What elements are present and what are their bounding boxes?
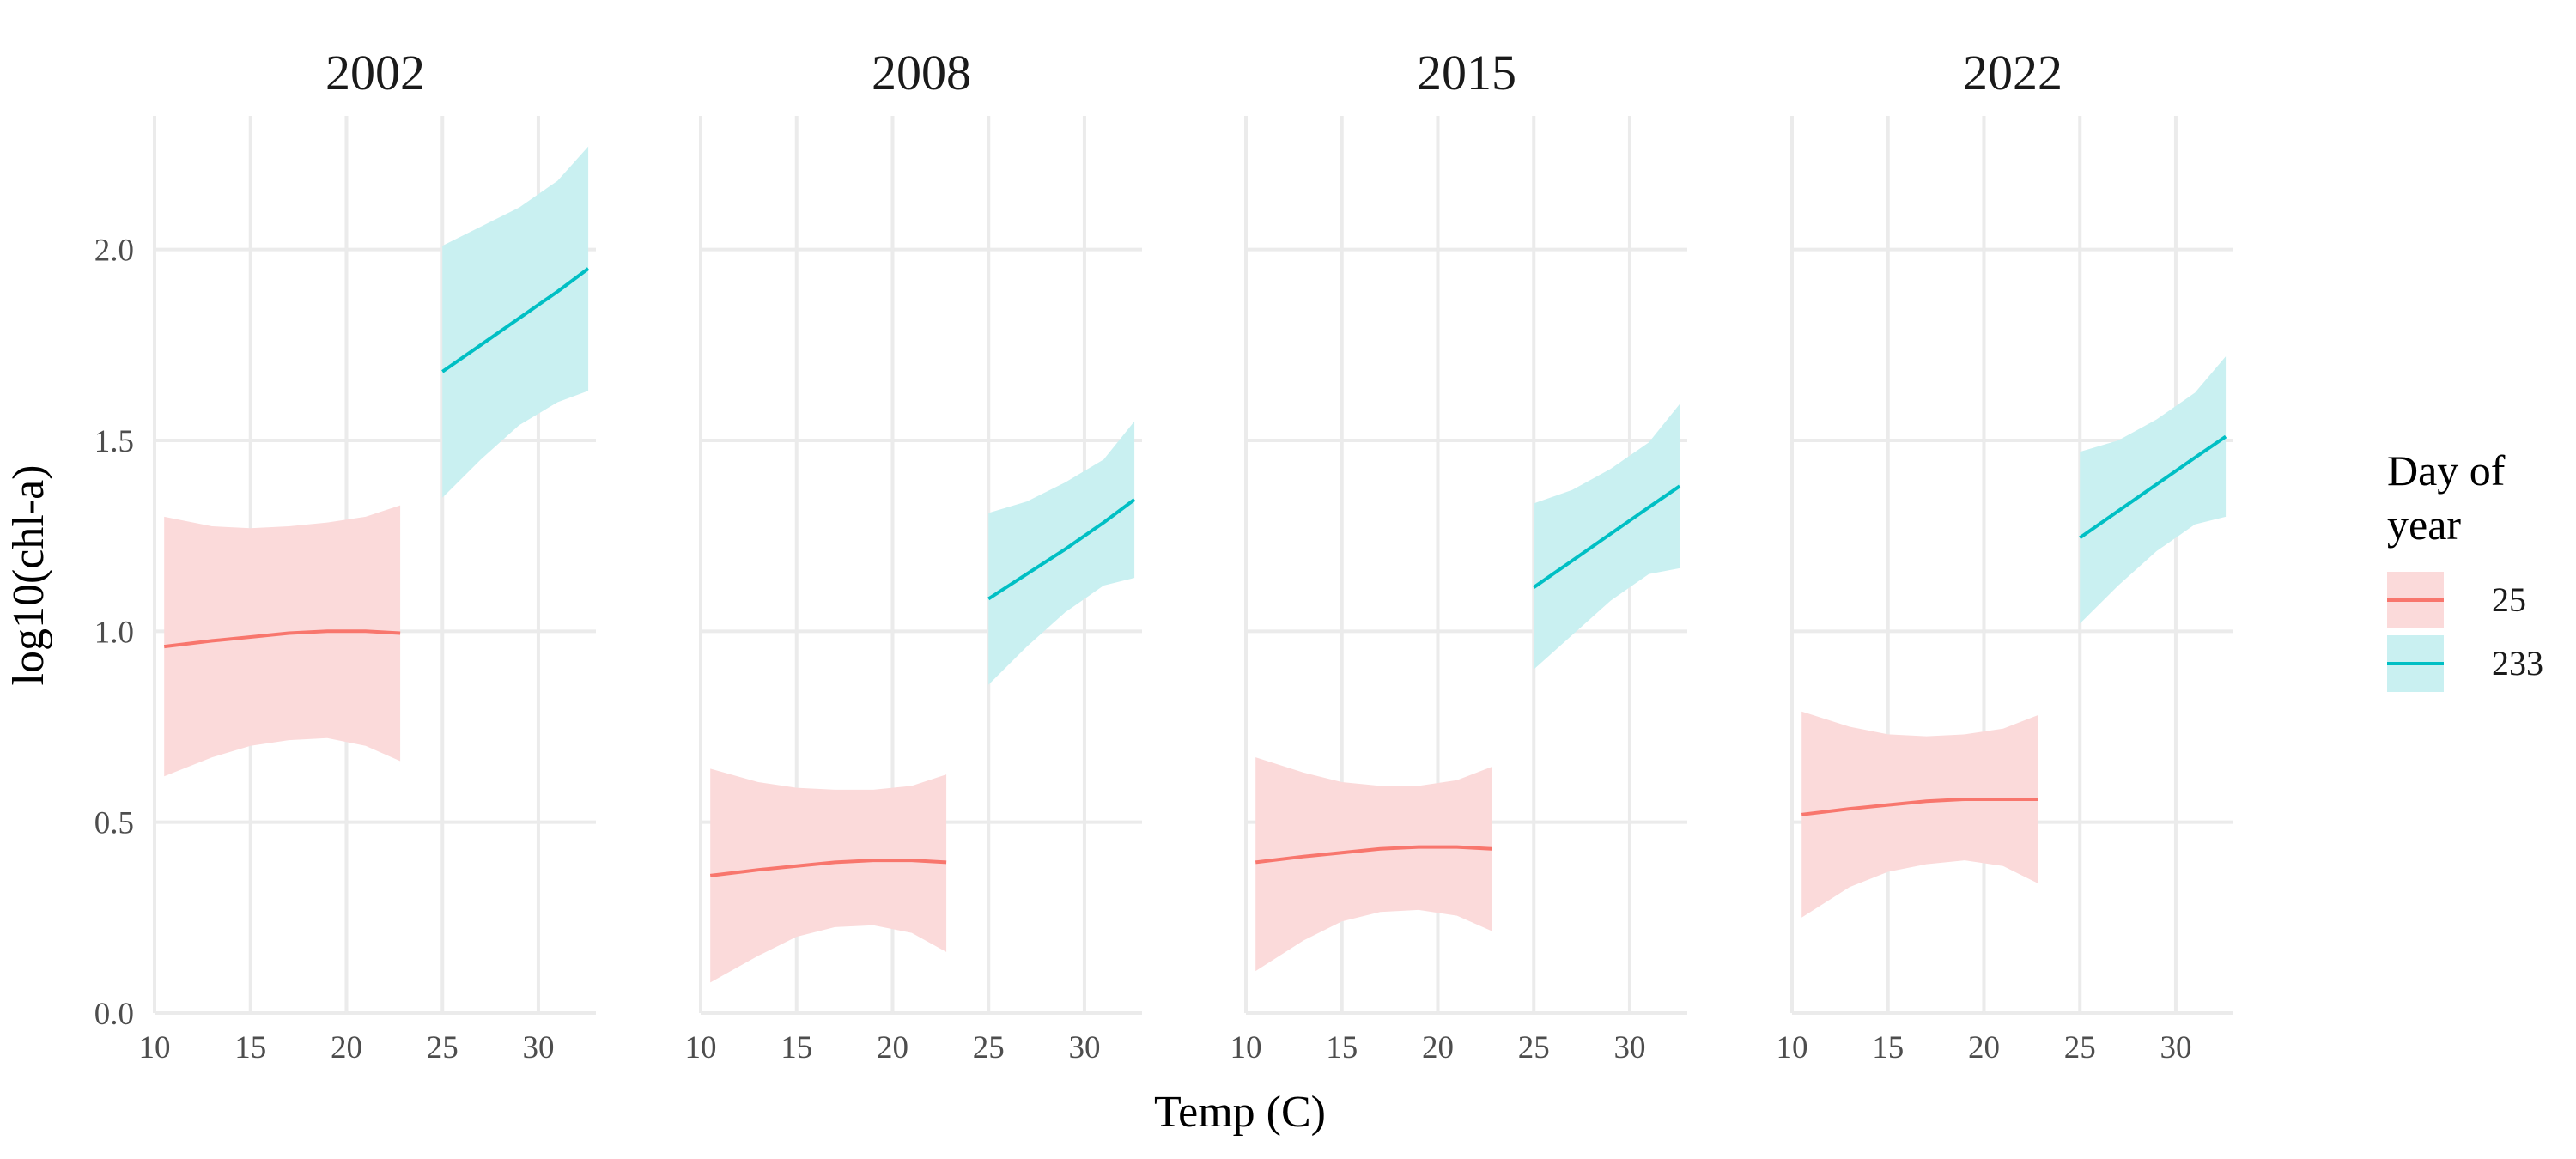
confidence-band-25 [1801, 711, 2038, 918]
series-line-233 [441, 267, 590, 373]
series-line-25 [1255, 845, 1492, 865]
confidence-band-25 [710, 768, 947, 983]
x-tick-label: 25 [1518, 1030, 1550, 1065]
x-tick-label: 30 [522, 1030, 554, 1065]
x-tick-label: 15 [781, 1030, 812, 1065]
x-tick-label: 20 [331, 1030, 362, 1065]
x-tick-label: 30 [1613, 1030, 1645, 1065]
series-line-233 [987, 498, 1136, 601]
confidence-band-233 [2080, 356, 2227, 624]
x-tick-label: 20 [877, 1030, 908, 1065]
facet-panel-2022: 2022 10 15 20 25 30 [1777, 45, 2233, 1065]
series-line-233 [2079, 434, 2227, 540]
legend-keys [2387, 572, 2444, 692]
x-tick-label: 25 [427, 1030, 459, 1065]
facet-label: 2002 [325, 45, 425, 100]
facet-label: 2008 [872, 45, 971, 100]
x-tick-label: 20 [1422, 1030, 1454, 1065]
legend-label-25: 25 [2492, 580, 2526, 619]
facet-panel-2008: 2008 10 15 20 25 30 [685, 45, 1142, 1065]
y-axis-title: log10(chl-a) [4, 464, 53, 685]
y-tick-label: 1.5 [94, 424, 134, 459]
series-line-233 [1533, 484, 1681, 589]
y-axis: 0.0 0.5 1.0 1.5 2.0 [94, 234, 134, 1032]
confidence-band-25 [1255, 757, 1492, 972]
x-tick-label: 25 [973, 1030, 1005, 1065]
legend: Day of year 25 233 [2387, 446, 2543, 692]
x-axis-title: Temp (C) [1154, 1088, 1326, 1137]
series-line-25 [1801, 798, 2038, 816]
confidence-band-25 [164, 505, 401, 777]
x-tick-label: 10 [685, 1030, 717, 1065]
x-tick-label: 30 [2160, 1030, 2191, 1065]
y-tick-label: 1.0 [94, 615, 134, 650]
series-line-25 [709, 859, 947, 877]
facet-panel-2002: 2002 10 15 20 25 30 [139, 45, 596, 1065]
x-tick-label: 25 [2064, 1030, 2096, 1065]
x-tick-label: 10 [1777, 1030, 1808, 1065]
legend-label-233: 233 [2492, 644, 2543, 683]
y-tick-label: 0.0 [94, 997, 134, 1032]
x-tick-label: 30 [1068, 1030, 1100, 1065]
x-tick-label: 15 [1326, 1030, 1358, 1065]
x-tick-label: 15 [234, 1030, 266, 1065]
facet-label: 2022 [1963, 45, 2063, 100]
x-tick-label: 20 [1968, 1030, 2000, 1065]
facet-label: 2015 [1417, 45, 1516, 100]
y-tick-label: 0.5 [94, 806, 134, 841]
x-tick-label: 15 [1872, 1030, 1904, 1065]
y-tick-label: 2.0 [94, 234, 134, 269]
facet-panel-2015: 2015 10 15 20 25 30 [1230, 45, 1687, 1065]
legend-title-line-2: year [2387, 501, 2461, 549]
series-line-25 [163, 629, 401, 649]
x-tick-label: 10 [1230, 1030, 1262, 1065]
x-tick-label: 10 [139, 1030, 171, 1065]
legend-title-line-1: Day of [2387, 446, 2506, 495]
